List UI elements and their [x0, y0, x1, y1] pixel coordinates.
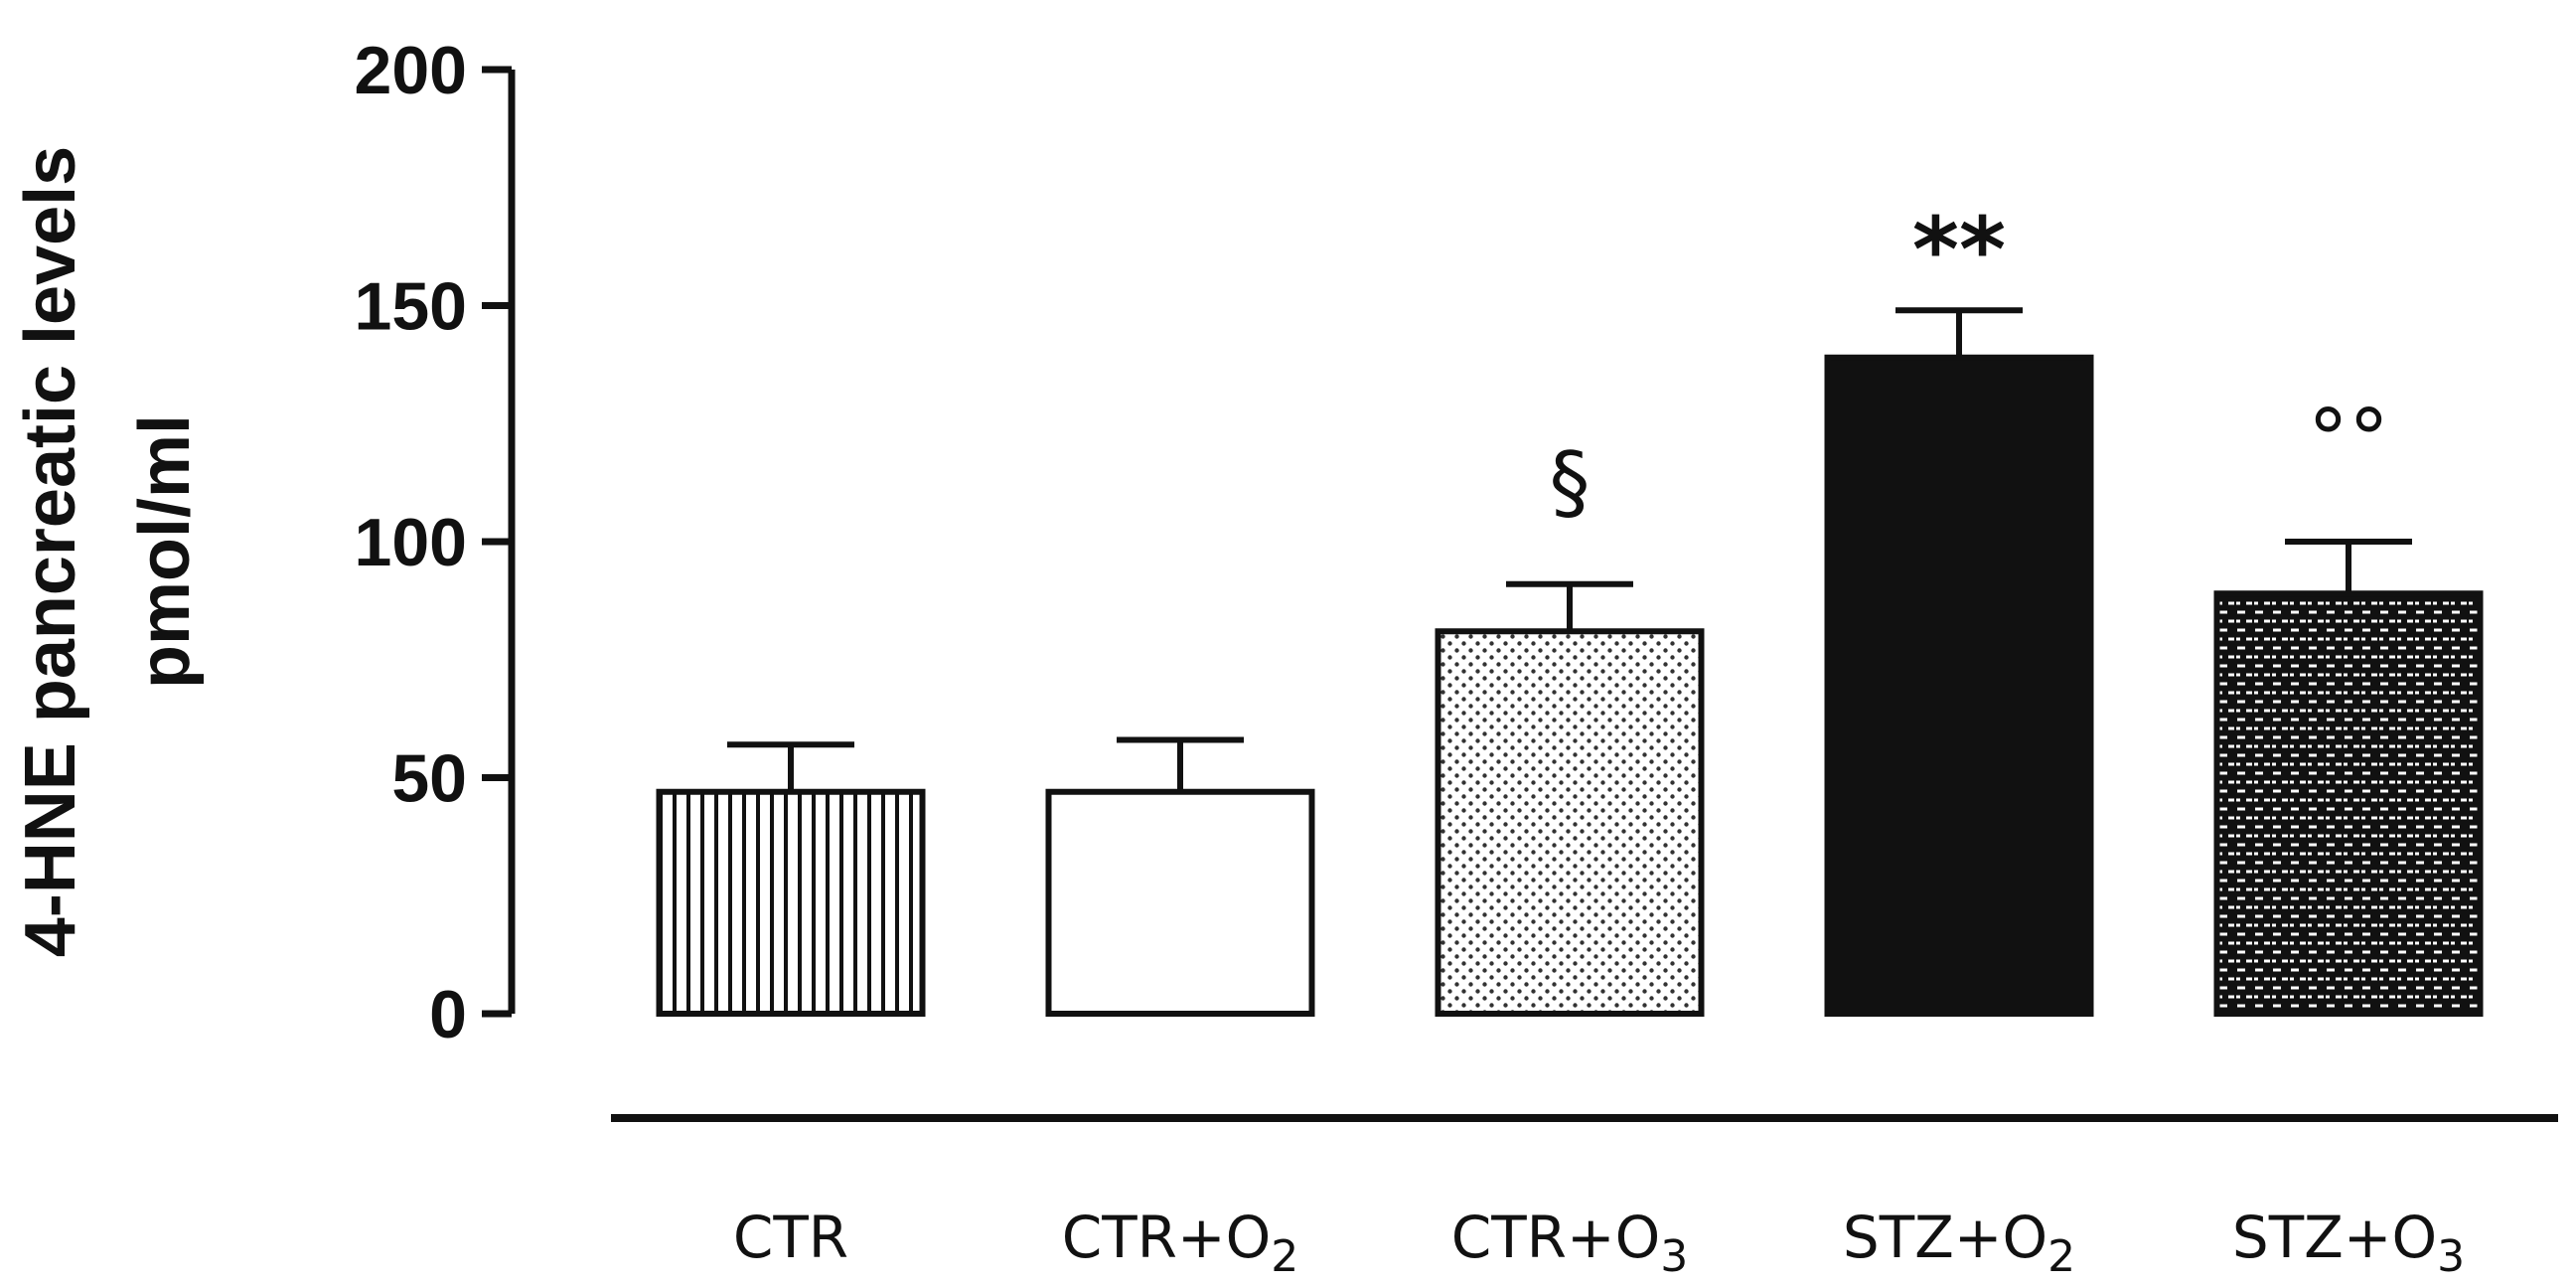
y-tick-label: 0 — [429, 977, 467, 1052]
category-labels: CTR CTR+O2 CTR+O3 STZ+O2 STZ+O3 — [733, 1204, 2465, 1282]
y-axis: 0 50 100 150 200 — [355, 33, 516, 1052]
category-label-text: STZ+O — [2232, 1204, 2437, 1271]
significance-annotation: ** — [1912, 198, 2006, 302]
category-label-text: CTR+O — [1451, 1204, 1660, 1271]
bar-1 — [1045, 788, 1315, 1017]
y-axis-label-line1: 4-HNE pancreatic levels — [11, 146, 90, 957]
category-label: CTR — [733, 1204, 848, 1271]
category-label-text: CTR+O — [1062, 1204, 1271, 1271]
category-label: CTR+O3 — [1451, 1204, 1688, 1282]
y-tick-label: 50 — [391, 741, 467, 817]
y-tick-label: 200 — [355, 33, 467, 108]
category-label-text: STZ+O — [1843, 1204, 2047, 1271]
bar-0 — [656, 788, 926, 1017]
bars: § ** °° — [656, 198, 2484, 1017]
category-label-subscript: 3 — [1660, 1231, 1688, 1282]
category-label-text: CTR — [733, 1204, 848, 1271]
category-label-subscript: 2 — [2047, 1231, 2075, 1282]
category-label-subscript: 2 — [1271, 1231, 1298, 1282]
y-tick-label: 150 — [355, 269, 467, 345]
bar-3 — [1824, 354, 2094, 1017]
category-label: CTR+O2 — [1062, 1204, 1298, 1282]
significance-annotation: °° — [2308, 393, 2389, 487]
significance-annotation: § — [1550, 435, 1591, 530]
category-label: STZ+O2 — [1843, 1204, 2075, 1282]
y-tick-label: 100 — [355, 505, 467, 580]
bar-4 — [2213, 590, 2484, 1017]
y-axis-label-line2: pmol/ml — [125, 414, 205, 689]
category-label-subscript: 3 — [2437, 1231, 2465, 1282]
category-label: STZ+O3 — [2232, 1204, 2465, 1282]
bar-2 — [1435, 628, 1705, 1017]
